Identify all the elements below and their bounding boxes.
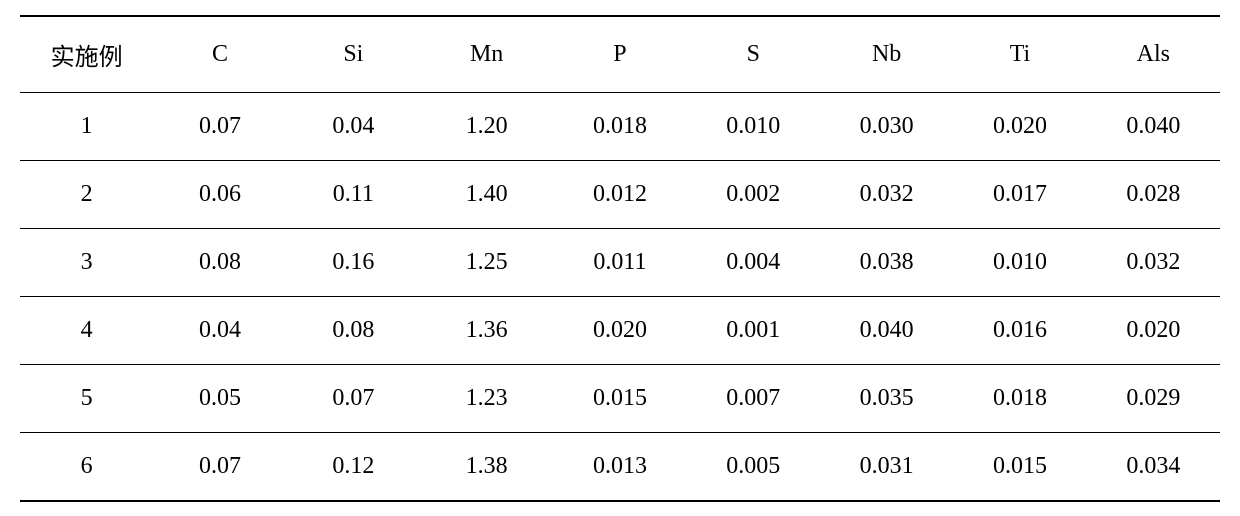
table-cell: 1	[20, 92, 153, 160]
table-cell: 0.031	[820, 432, 953, 501]
table-row: 1 0.07 0.04 1.20 0.018 0.010 0.030 0.020…	[20, 92, 1220, 160]
table-cell: 0.010	[687, 92, 820, 160]
table-row: 4 0.04 0.08 1.36 0.020 0.001 0.040 0.016…	[20, 296, 1220, 364]
table-cell: 0.07	[287, 364, 420, 432]
table-cell: 2	[20, 160, 153, 228]
table-cell: 0.020	[1087, 296, 1220, 364]
table-cell: 3	[20, 228, 153, 296]
table-cell: 0.001	[687, 296, 820, 364]
table-cell: 0.015	[553, 364, 686, 432]
table-cell: 0.004	[687, 228, 820, 296]
table-cell: 0.12	[287, 432, 420, 501]
table-row: 3 0.08 0.16 1.25 0.011 0.004 0.038 0.010…	[20, 228, 1220, 296]
table-cell: 0.08	[153, 228, 286, 296]
table-cell: 0.04	[153, 296, 286, 364]
column-header: Ti	[953, 16, 1086, 93]
column-header: Nb	[820, 16, 953, 93]
column-header: Mn	[420, 16, 553, 93]
table-cell: 1.40	[420, 160, 553, 228]
column-header: 实施例	[20, 16, 153, 93]
table-cell: 1.23	[420, 364, 553, 432]
column-header: S	[687, 16, 820, 93]
table-cell: 0.05	[153, 364, 286, 432]
table-cell: 0.020	[553, 296, 686, 364]
table-cell: 0.007	[687, 364, 820, 432]
table-cell: 1.25	[420, 228, 553, 296]
table-cell: 0.08	[287, 296, 420, 364]
table-cell: 0.040	[820, 296, 953, 364]
table-cell: 0.002	[687, 160, 820, 228]
table-cell: 0.030	[820, 92, 953, 160]
table-row: 5 0.05 0.07 1.23 0.015 0.007 0.035 0.018…	[20, 364, 1220, 432]
table-cell: 0.034	[1087, 432, 1220, 501]
column-header: Als	[1087, 16, 1220, 93]
composition-table-container: 实施例 C Si Mn P S Nb Ti Als 1 0.07 0.04 1.…	[20, 15, 1220, 502]
table-cell: 1.36	[420, 296, 553, 364]
table-cell: 0.015	[953, 432, 1086, 501]
table-cell: 0.16	[287, 228, 420, 296]
table-cell: 0.11	[287, 160, 420, 228]
composition-table: 实施例 C Si Mn P S Nb Ti Als 1 0.07 0.04 1.…	[20, 15, 1220, 502]
table-cell: 5	[20, 364, 153, 432]
table-cell: 1.20	[420, 92, 553, 160]
table-cell: 6	[20, 432, 153, 501]
table-row: 6 0.07 0.12 1.38 0.013 0.005 0.031 0.015…	[20, 432, 1220, 501]
table-cell: 0.07	[153, 432, 286, 501]
table-cell: 0.010	[953, 228, 1086, 296]
table-cell: 0.04	[287, 92, 420, 160]
table-cell: 0.017	[953, 160, 1086, 228]
column-header: P	[553, 16, 686, 93]
table-cell: 0.016	[953, 296, 1086, 364]
table-header-row: 实施例 C Si Mn P S Nb Ti Als	[20, 16, 1220, 93]
table-cell: 0.013	[553, 432, 686, 501]
table-cell: 0.011	[553, 228, 686, 296]
column-header: C	[153, 16, 286, 93]
table-cell: 0.040	[1087, 92, 1220, 160]
table-cell: 0.018	[553, 92, 686, 160]
table-cell: 0.012	[553, 160, 686, 228]
table-cell: 0.032	[1087, 228, 1220, 296]
table-row: 2 0.06 0.11 1.40 0.012 0.002 0.032 0.017…	[20, 160, 1220, 228]
table-cell: 0.028	[1087, 160, 1220, 228]
table-cell: 4	[20, 296, 153, 364]
table-cell: 0.029	[1087, 364, 1220, 432]
table-cell: 1.38	[420, 432, 553, 501]
table-cell: 0.005	[687, 432, 820, 501]
table-cell: 0.07	[153, 92, 286, 160]
table-cell: 0.038	[820, 228, 953, 296]
table-cell: 0.035	[820, 364, 953, 432]
table-cell: 0.018	[953, 364, 1086, 432]
table-cell: 0.020	[953, 92, 1086, 160]
table-cell: 0.06	[153, 160, 286, 228]
table-cell: 0.032	[820, 160, 953, 228]
column-header: Si	[287, 16, 420, 93]
